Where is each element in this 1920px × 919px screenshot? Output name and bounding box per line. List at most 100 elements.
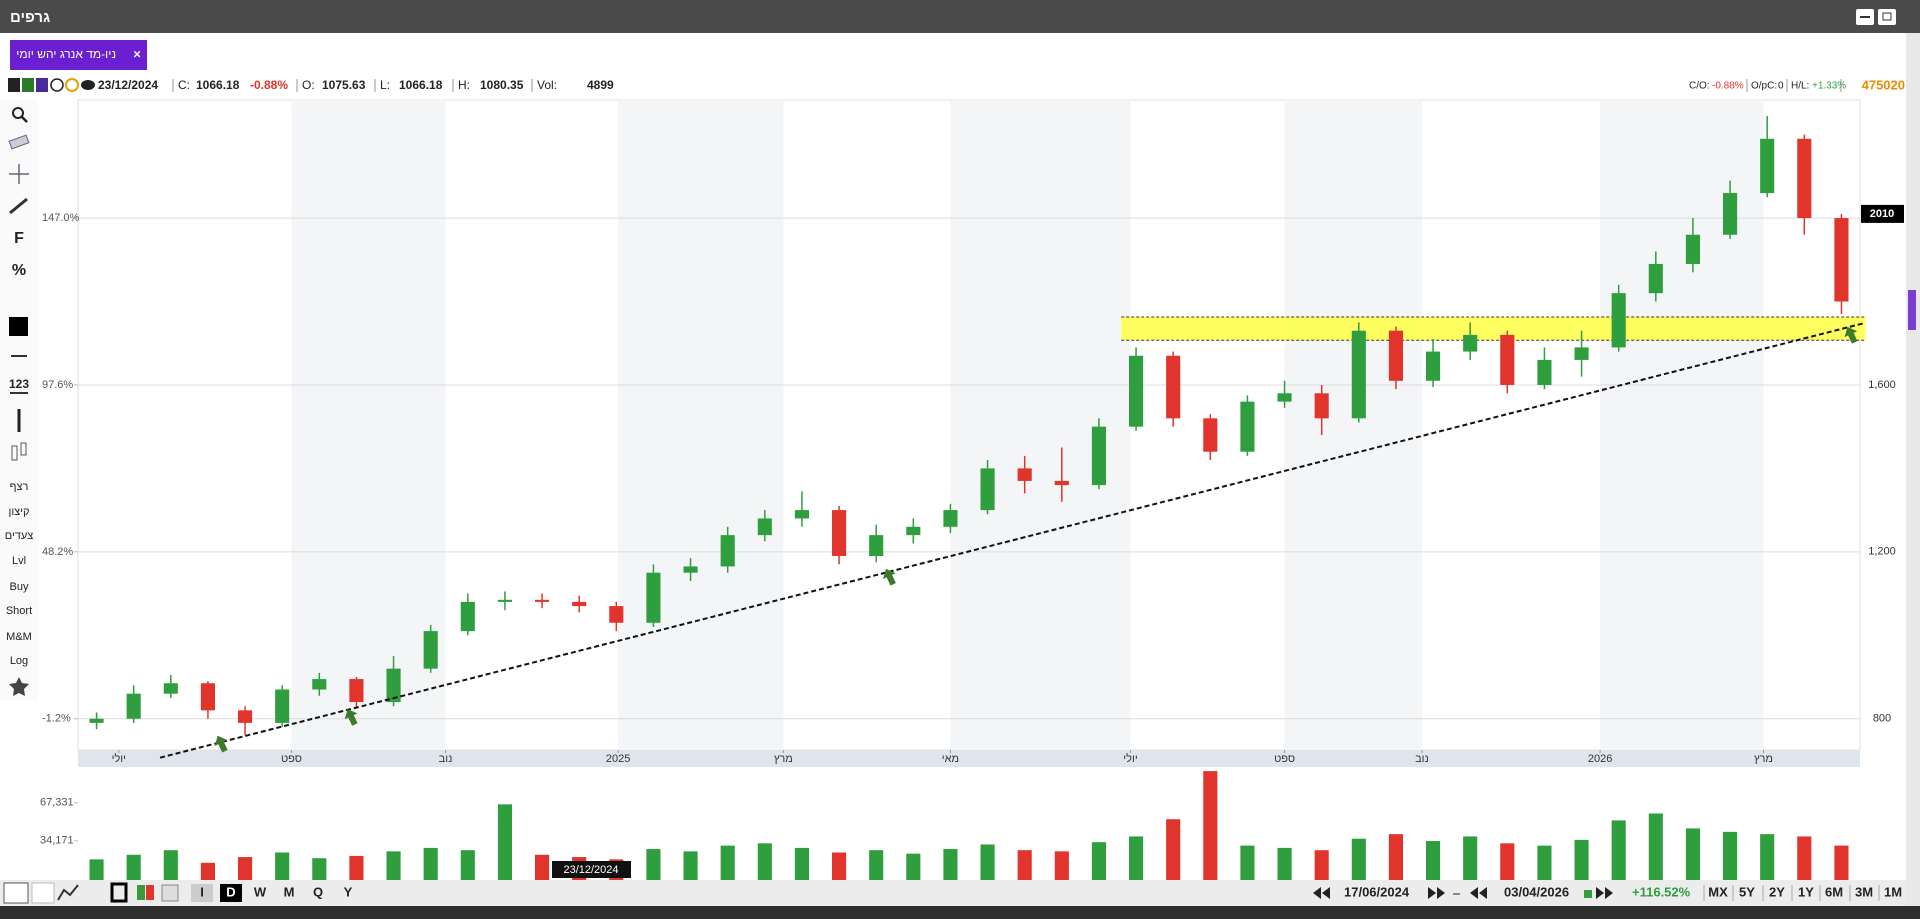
- toolbar-label[interactable]: 123: [9, 377, 29, 391]
- line-tool[interactable]: [9, 197, 28, 215]
- volume-bar: [163, 850, 178, 880]
- icon[interactable]: [36, 78, 48, 92]
- period-button[interactable]: [220, 884, 242, 902]
- candle-body: [1388, 330, 1403, 381]
- left-toolbar: [0, 100, 38, 700]
- toolbar-label[interactable]: M&M: [6, 631, 32, 643]
- toolbar-label[interactable]: F: [14, 230, 24, 247]
- tab-close[interactable]: ×: [133, 46, 141, 61]
- info-value: +1.33%: [1812, 81, 1846, 92]
- toolbar-label[interactable]: Short: [6, 605, 32, 617]
- toolbar-label[interactable]: Log: [10, 655, 28, 667]
- candle-tool: [20, 442, 27, 456]
- volume-bar: [1314, 850, 1329, 880]
- candle-body: [943, 510, 958, 527]
- arrow-marker: [883, 568, 896, 586]
- nav-arrow[interactable]: [1313, 887, 1321, 899]
- month-band: [1600, 100, 1764, 750]
- candle-body: [349, 679, 364, 703]
- trendline: [159, 321, 1866, 759]
- candle-body: [1537, 359, 1552, 385]
- icon[interactable]: [50, 78, 64, 92]
- period-label[interactable]: Q: [313, 884, 323, 899]
- toolbar-label[interactable]: צעדים: [5, 530, 34, 542]
- info-value: 4899: [587, 78, 614, 92]
- volume-bar: [1611, 820, 1626, 880]
- range-button[interactable]: 6M: [1825, 884, 1843, 899]
- range-from[interactable]: 17/06/2024: [1344, 884, 1410, 899]
- restore-button[interactable]: [1878, 9, 1896, 25]
- candle-body: [1203, 418, 1218, 452]
- candle-body: [126, 693, 141, 719]
- favorites-tool[interactable]: [9, 677, 29, 696]
- toolbar-label[interactable]: %: [12, 262, 26, 279]
- tool-button[interactable]: [3, 882, 29, 904]
- period-label[interactable]: I: [200, 884, 204, 899]
- icon[interactable]: [81, 80, 95, 90]
- candle-body: [460, 601, 475, 632]
- period-button[interactable]: [191, 884, 213, 902]
- period-label[interactable]: D: [226, 884, 235, 899]
- bar-chart-button[interactable]: [110, 882, 128, 903]
- x-tick-label: נוב: [1415, 753, 1429, 765]
- volume-bar: [1129, 836, 1144, 880]
- range-button[interactable]: 1Y: [1798, 884, 1814, 899]
- candle-body: [1426, 351, 1441, 381]
- info-value: 0: [1778, 81, 1784, 92]
- nav-arrow[interactable]: [1428, 887, 1436, 899]
- volume-bar: [1834, 845, 1849, 880]
- symbol-tab[interactable]: [10, 40, 147, 70]
- color-tool[interactable]: [9, 317, 28, 336]
- candle-body: [1834, 218, 1849, 302]
- candle-body: [906, 526, 921, 536]
- info-icons: [8, 78, 95, 92]
- range-button[interactable]: MX: [1708, 884, 1728, 899]
- x-tick-label: ספט: [281, 753, 302, 765]
- candle-body: [1054, 480, 1069, 486]
- nav-arrow[interactable]: [1437, 887, 1445, 899]
- tool-button[interactable]: [31, 882, 55, 904]
- icon[interactable]: [65, 78, 79, 92]
- info-label: O:: [302, 78, 315, 92]
- range-to[interactable]: 03/04/2026: [1504, 884, 1569, 899]
- toolbar-label[interactable]: רצף: [10, 481, 29, 493]
- x-tick-label: 2026: [1588, 753, 1612, 765]
- range-button[interactable]: 3M: [1855, 884, 1873, 899]
- taskbar: [0, 906, 1920, 919]
- volume-bar: [1685, 828, 1700, 880]
- candle-button[interactable]: [137, 885, 145, 900]
- y-tick-label: 1,200: [1868, 546, 1896, 558]
- month-band: [291, 100, 446, 750]
- nav-arrow[interactable]: [1596, 887, 1604, 899]
- toolbar-label[interactable]: Buy: [10, 581, 29, 593]
- candle-body: [1797, 138, 1812, 219]
- candle-tool[interactable]: [11, 445, 18, 461]
- volume-bar: [757, 843, 772, 880]
- volume-bar: [1054, 851, 1069, 880]
- nav-arrow[interactable]: [1479, 887, 1487, 899]
- range-button[interactable]: 1M: [1884, 884, 1902, 899]
- zoom-tool[interactable]: [12, 107, 24, 119]
- range-button[interactable]: 2Y: [1769, 884, 1785, 899]
- nav-arrow[interactable]: [1605, 887, 1613, 899]
- icon[interactable]: [22, 78, 34, 92]
- line-chart-button[interactable]: [57, 884, 79, 901]
- volume-bar: [794, 847, 809, 880]
- toolbar-label[interactable]: Lvl: [12, 555, 26, 567]
- title-bar: [0, 0, 1920, 33]
- icon[interactable]: [8, 78, 20, 92]
- candle-body: [386, 668, 401, 703]
- nav-arrow[interactable]: [1470, 887, 1478, 899]
- period-label[interactable]: Y: [344, 884, 353, 899]
- eraser-tool[interactable]: [8, 134, 30, 150]
- y-tick-label: 800: [1873, 713, 1891, 725]
- nav-arrow[interactable]: [1322, 887, 1330, 899]
- toolbar-label[interactable]: קיצון: [8, 506, 29, 518]
- volume-bar: [423, 847, 438, 880]
- period-label[interactable]: M: [284, 884, 295, 899]
- period-label[interactable]: W: [254, 884, 267, 899]
- zoom-tool-handle: [21, 116, 28, 123]
- volume-bar: [1388, 834, 1403, 880]
- range-button[interactable]: 5Y: [1739, 884, 1755, 899]
- save-button[interactable]: [161, 884, 179, 902]
